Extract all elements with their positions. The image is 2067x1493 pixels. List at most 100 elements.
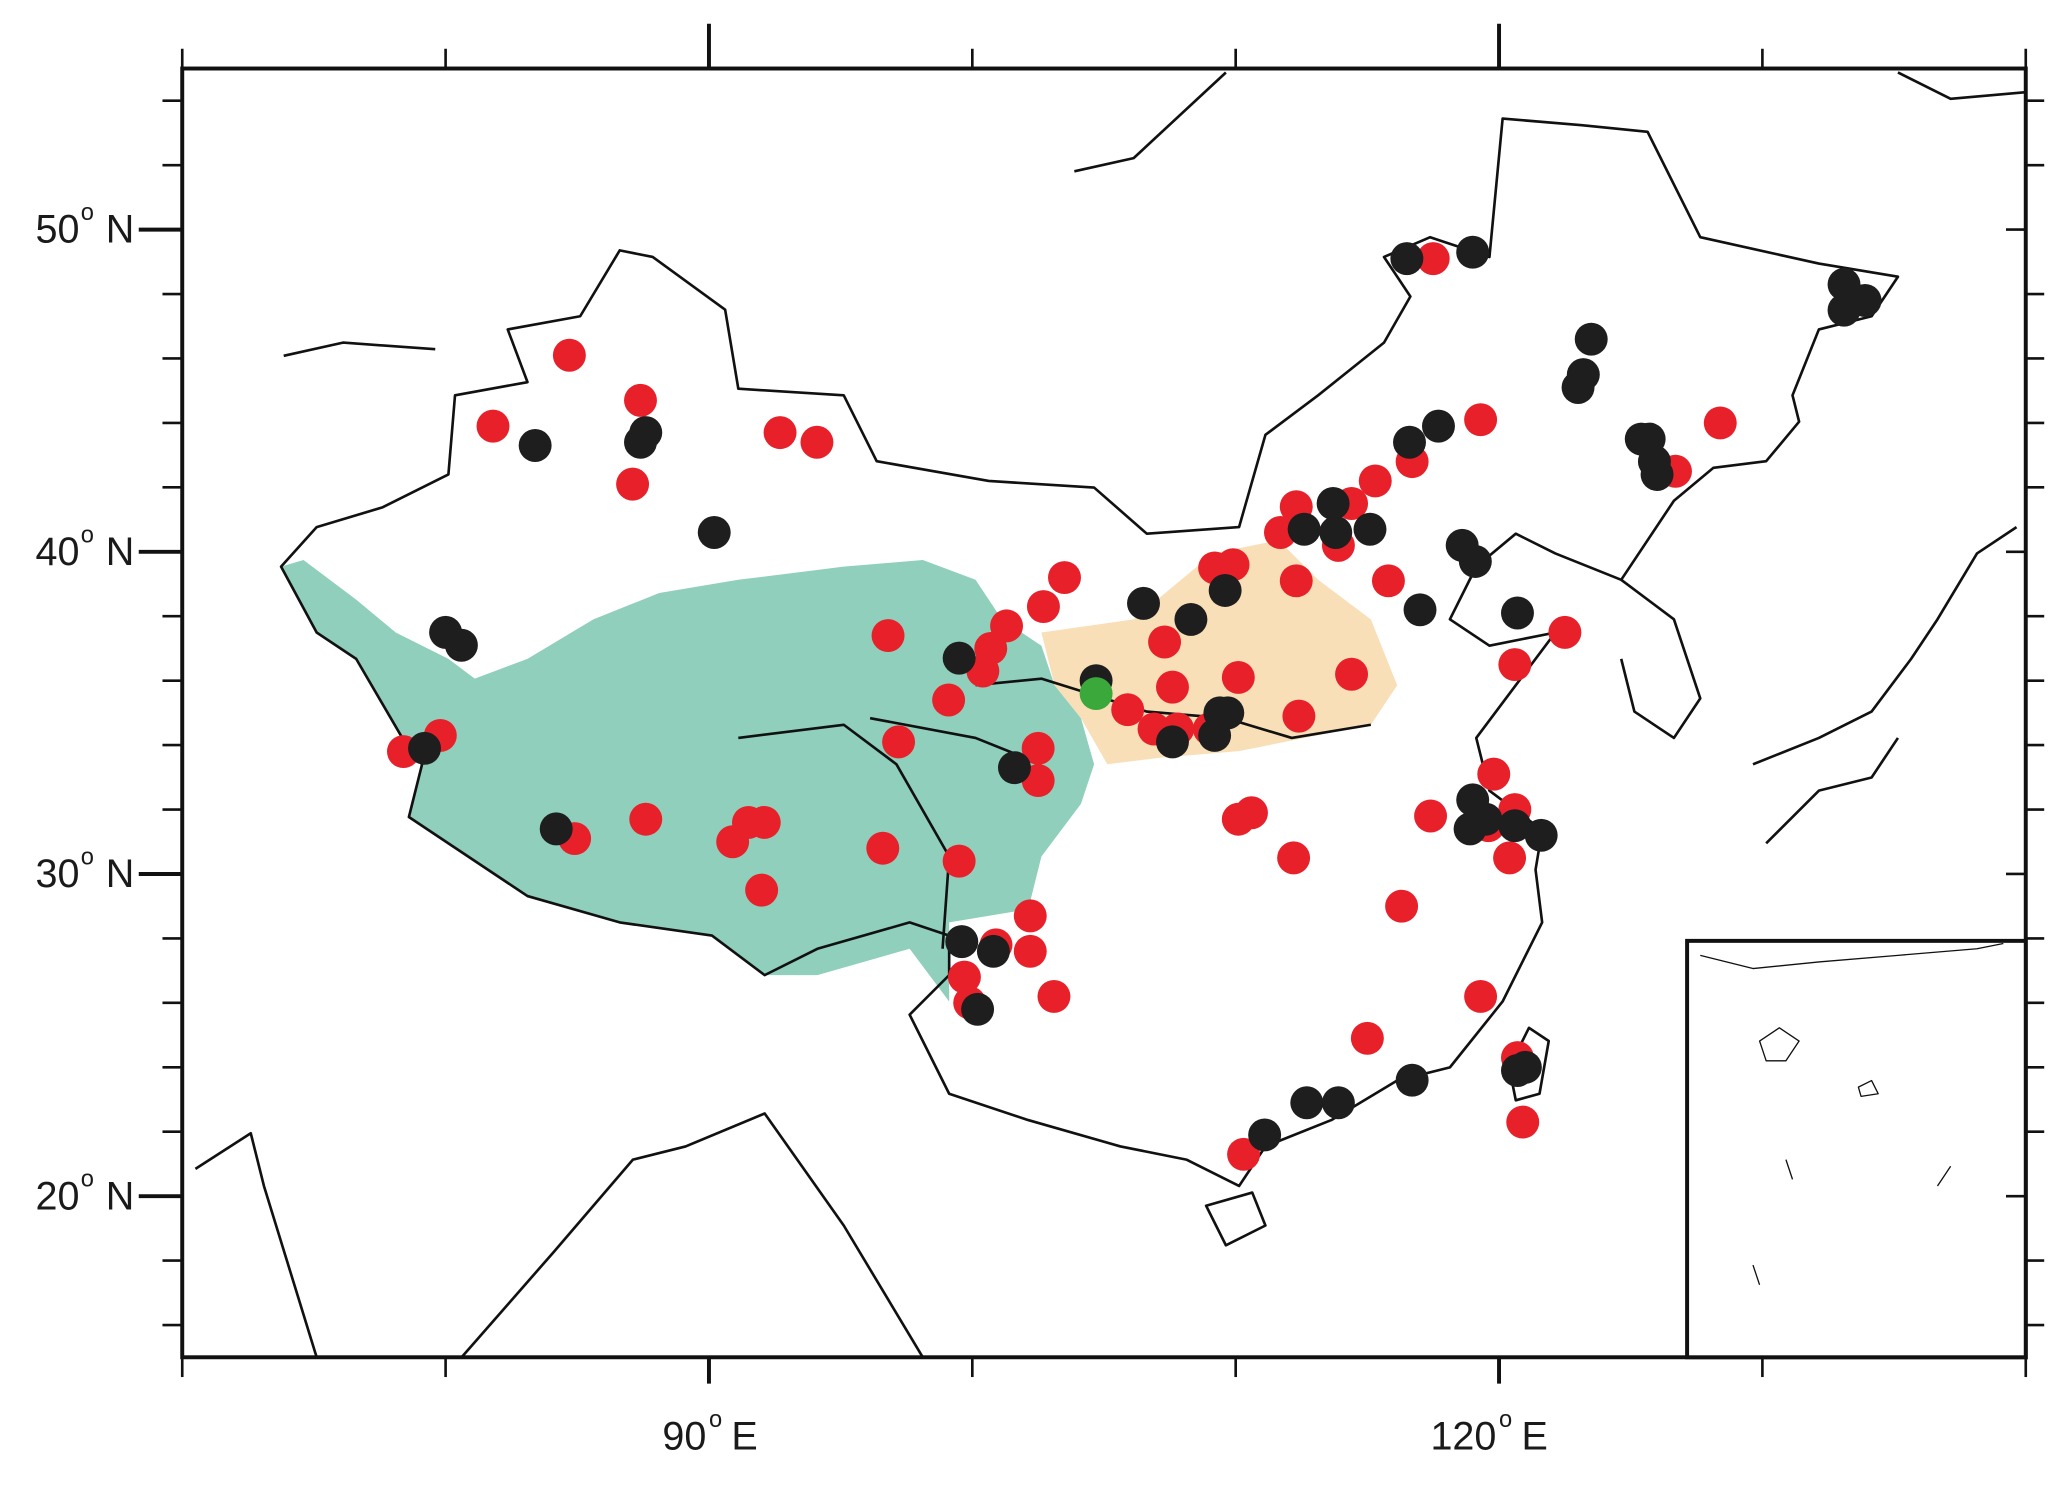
site-point xyxy=(1287,512,1321,546)
site-point xyxy=(1477,757,1511,791)
site-point xyxy=(1319,516,1353,549)
site-point xyxy=(882,725,916,759)
site-point xyxy=(697,516,731,549)
site-point xyxy=(1456,235,1490,269)
site-point xyxy=(800,425,834,459)
site-point xyxy=(1506,1105,1540,1139)
site-point xyxy=(1464,403,1498,437)
site-point xyxy=(961,992,995,1026)
y-tick-hemisphere: N xyxy=(106,208,135,252)
site-point xyxy=(1501,596,1534,630)
site-point xyxy=(747,805,781,839)
site-point xyxy=(1316,487,1350,520)
y-tick-degree: o xyxy=(81,200,94,226)
site-point xyxy=(1574,322,1608,356)
site-point xyxy=(444,628,478,662)
site-point xyxy=(1221,660,1255,694)
map-frame xyxy=(180,66,2028,1360)
site-point xyxy=(1174,602,1208,636)
y-tick-degree: o xyxy=(81,1167,94,1193)
y-tick-degree: o xyxy=(81,522,94,548)
site-point xyxy=(518,429,552,462)
y-tick-hemisphere: N xyxy=(106,530,135,574)
site-point xyxy=(1148,625,1182,659)
site-point xyxy=(1371,564,1405,598)
tibetan-plateau xyxy=(281,560,1095,1002)
site-point xyxy=(1458,544,1492,578)
site-point xyxy=(624,425,657,459)
x-tick-label: 120 xyxy=(1430,1414,1496,1458)
y-tick-hemisphere: N xyxy=(106,852,135,896)
x-tick-hemisphere: E xyxy=(1521,1414,1547,1458)
site-point xyxy=(1290,1086,1324,1120)
site-point xyxy=(1385,889,1419,923)
site-point xyxy=(1395,1063,1429,1097)
site-point xyxy=(1393,425,1426,459)
site-point xyxy=(1279,564,1313,598)
site-point xyxy=(552,338,586,372)
site-point xyxy=(1013,899,1047,933)
site-point xyxy=(1111,693,1145,727)
site-point xyxy=(1464,979,1498,1013)
site-point xyxy=(1248,1118,1282,1152)
inset-frame xyxy=(1685,938,2028,1360)
site-point xyxy=(976,934,1010,968)
site-point xyxy=(1403,593,1437,627)
site-point xyxy=(1640,458,1674,491)
x-tick-label: 90 xyxy=(662,1414,706,1458)
site-point xyxy=(1277,841,1311,875)
x-tick-degree: o xyxy=(709,1407,722,1433)
site-point xyxy=(1561,371,1595,404)
site-point xyxy=(1358,464,1392,498)
site-point xyxy=(947,960,981,994)
site-point xyxy=(763,416,797,450)
site-point xyxy=(1421,409,1455,443)
x-tick-degree: o xyxy=(1499,1407,1512,1433)
site-point xyxy=(866,831,900,865)
site-point xyxy=(629,802,663,836)
y-tick-label: 40 xyxy=(35,530,79,574)
y-tick-hemisphere: N xyxy=(106,1174,135,1218)
site-point xyxy=(1498,809,1532,843)
site-point xyxy=(1350,1021,1384,1055)
site-point xyxy=(1469,802,1503,836)
coastline xyxy=(194,71,2026,1359)
site-point xyxy=(1703,406,1737,440)
site-point xyxy=(716,825,750,859)
site-point xyxy=(1127,586,1160,620)
site-point xyxy=(1013,934,1047,968)
x-tick-hemisphere: E xyxy=(731,1414,757,1458)
site-point xyxy=(1335,657,1369,691)
y-tick-label: 50 xyxy=(35,208,79,252)
y-tick-label: 30 xyxy=(35,852,79,896)
site-point xyxy=(1079,677,1113,711)
site-point xyxy=(1524,818,1558,852)
site-point xyxy=(1216,548,1250,582)
site-point xyxy=(1208,573,1242,607)
site-point xyxy=(1198,718,1232,752)
site-point xyxy=(1498,648,1532,682)
site-point xyxy=(1048,561,1081,595)
site-point xyxy=(1037,979,1071,1013)
site-point xyxy=(1156,725,1189,759)
site-point xyxy=(997,751,1031,785)
site-point xyxy=(932,683,966,717)
site-point xyxy=(945,925,979,959)
site-point xyxy=(1548,615,1582,649)
site-point xyxy=(616,467,650,501)
site-point xyxy=(1353,512,1387,546)
site-point xyxy=(1021,731,1055,765)
site-point xyxy=(1227,1137,1261,1171)
site-point xyxy=(539,812,573,846)
inset-coast xyxy=(1700,942,2004,1286)
site-point xyxy=(1416,242,1450,276)
site-point xyxy=(942,844,976,878)
site-point xyxy=(408,731,442,765)
site-point xyxy=(1508,1050,1542,1084)
site-point xyxy=(990,609,1024,643)
site-point xyxy=(745,873,779,907)
site-point xyxy=(1026,590,1060,624)
site-point xyxy=(1156,670,1189,704)
site-point xyxy=(1321,1086,1355,1120)
